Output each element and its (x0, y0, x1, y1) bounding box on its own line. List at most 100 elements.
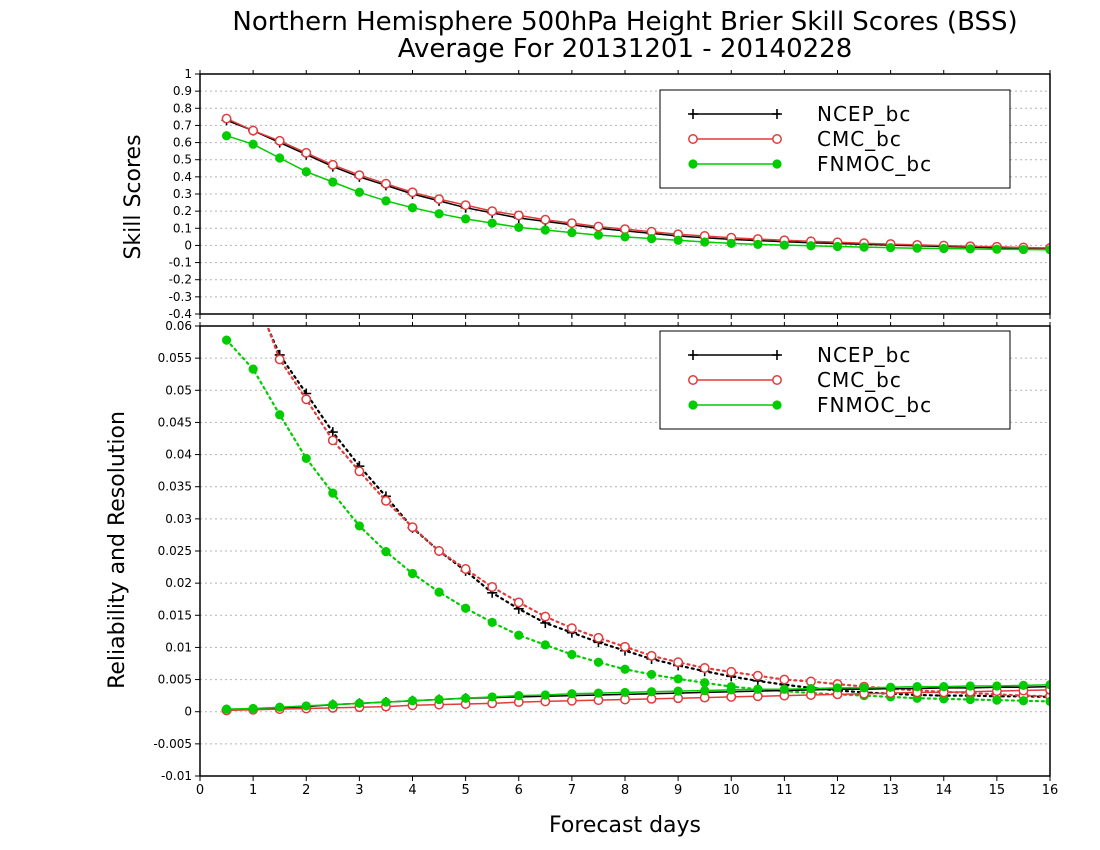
plot-frame (199, 325, 1051, 777)
data-point-cmc_bc (673, 657, 684, 668)
data-point-cmc_bc (434, 194, 445, 205)
legend-marker-ncep_bc (688, 109, 698, 119)
data-point-fnmoc_bc (1045, 245, 1050, 255)
data-point-fnmoc_bc (646, 233, 657, 244)
data-point-ncep_bc (222, 231, 232, 241)
x-tick-label: 12 (829, 783, 846, 798)
data-point-fnmoc_bc (540, 690, 550, 700)
data-point-fnmoc_bc (620, 664, 630, 674)
legend-marker-fnmoc_bc (688, 159, 698, 169)
data-point-cmc_bc (620, 641, 630, 652)
data-point-fnmoc_bc (487, 617, 497, 627)
data-point-fnmoc_bc (301, 167, 311, 177)
data-point-fnmoc_bc (487, 218, 497, 228)
data-point-fnmoc_bc (248, 139, 258, 149)
data-point-cmc_bc (540, 214, 551, 225)
x-tick-label: 7 (568, 783, 576, 798)
data-point-fnmoc_bc (275, 410, 285, 420)
series-line-cmc_bc-reliability (266, 326, 1050, 698)
data-point-cmc_bc (487, 582, 498, 592)
data-point-fnmoc_bc (646, 669, 657, 680)
data-point-fnmoc_bc (461, 693, 471, 703)
data-point-cmc_bc (646, 650, 657, 661)
x-tick-label: 9 (674, 783, 682, 798)
reliability-resolution-panel: -0.01 -0.005 0 0.005 0.01 0.015 0.02 0.025 0.03 0… (153, 231, 1058, 798)
plot-frame (199, 73, 1051, 315)
data-point-ncep_bc (327, 427, 338, 438)
data-point-fnmoc_bc (567, 689, 577, 699)
data-point-fnmoc_bc (912, 682, 922, 692)
data-point-fnmoc_bc (301, 453, 311, 464)
data-point-fnmoc_bc (992, 681, 1002, 691)
data-point-fnmoc_bc (726, 685, 736, 695)
y-tick-label: 0.7 (173, 118, 192, 132)
legend-label-ncep_bc: NCEP_bc (817, 102, 911, 126)
data-point-fnmoc_bc (859, 683, 869, 693)
x-tick-label: 6 (515, 783, 523, 798)
x-tick-label: 1 (249, 783, 257, 798)
data-point-fnmoc_bc (912, 243, 922, 253)
legend-label-ncep_bc: NCEP_bc (817, 343, 911, 367)
data-point-cmc_bc (566, 623, 577, 634)
data-point-fnmoc_bc (328, 177, 338, 187)
y-tick-label: -0.01 (161, 769, 192, 783)
data-point-fnmoc_bc (992, 244, 1002, 254)
data-point-fnmoc_bc (806, 683, 816, 694)
data-point-fnmoc_bc (965, 694, 975, 705)
data-point-fnmoc_bc (806, 241, 816, 251)
data-point-fnmoc_bc (381, 196, 391, 206)
series-group (221, 231, 1050, 716)
legend-marker-fnmoc_bc (772, 159, 782, 169)
skill-scores-panel: -0.4 -0.3 -0.2 -0.1 0 0.1 0.2 0.3 0.4 0.5 0.6 0.7 0.… (169, 67, 1051, 321)
data-point-fnmoc_bc (434, 694, 444, 705)
data-point-fnmoc_bc (540, 225, 550, 235)
chart-title-line1: Northern Hemisphere 500hPa Height Brier … (232, 7, 1017, 37)
data-point-fnmoc_bc (407, 696, 418, 706)
y-tick-label: 0.9 (173, 84, 192, 98)
data-point-fnmoc_bc (1045, 680, 1050, 690)
data-point-fnmoc_bc (381, 697, 391, 707)
x-tick-label: 13 (882, 783, 899, 798)
data-point-fnmoc_bc (859, 242, 869, 252)
data-point-cmc_bc (274, 135, 285, 146)
data-point-fnmoc_bc (965, 244, 975, 254)
data-point-cmc_bc (540, 611, 551, 622)
data-point-cmc_bc (699, 663, 710, 673)
x-tick-label: 4 (408, 783, 416, 798)
data-point-fnmoc_bc (753, 239, 763, 249)
legend-marker-ncep_bc (772, 350, 782, 360)
x-axis-label: Forecast days (549, 813, 701, 838)
legend-marker-fnmoc_bc (772, 400, 782, 410)
y-tick-label: 0.02 (165, 576, 192, 590)
data-point-fnmoc_bc (673, 235, 683, 245)
data-point-fnmoc_bc (700, 678, 710, 688)
y-tick-label: -0.4 (169, 307, 192, 321)
data-point-cmc_bc (434, 546, 445, 556)
data-point-fnmoc_bc (567, 227, 577, 238)
data-point-cmc_bc (274, 354, 285, 365)
data-point-fnmoc_bc (646, 687, 657, 697)
data-point-cmc_bc (354, 466, 365, 477)
data-point-fnmoc_bc (354, 698, 364, 708)
data-point-fnmoc_bc (301, 701, 311, 711)
legend-marker-fnmoc_bc (688, 400, 698, 410)
data-point-fnmoc_bc (1018, 696, 1029, 706)
y-tick-label: 0.03 (165, 512, 192, 526)
x-tick-label: 11 (776, 783, 793, 798)
data-point-fnmoc_bc (407, 568, 418, 579)
y-tick-label: 0.025 (158, 544, 192, 558)
data-point-fnmoc_bc (700, 237, 710, 247)
data-point-fnmoc_bc (328, 488, 338, 498)
data-point-fnmoc_bc (221, 335, 232, 345)
data-point-cmc_bc (327, 435, 338, 446)
y-tick-label: -0.1 (169, 256, 192, 270)
data-point-fnmoc_bc (673, 674, 683, 684)
data-point-fnmoc_bc (328, 700, 338, 710)
data-point-fnmoc_bc (1018, 680, 1029, 690)
data-point-fnmoc_bc (700, 685, 710, 696)
y-tick-label: 0 (184, 705, 192, 719)
data-point-cmc_bc (593, 221, 604, 232)
y-tick-label: 0.3 (173, 187, 192, 201)
data-point-fnmoc_bc (407, 203, 418, 213)
